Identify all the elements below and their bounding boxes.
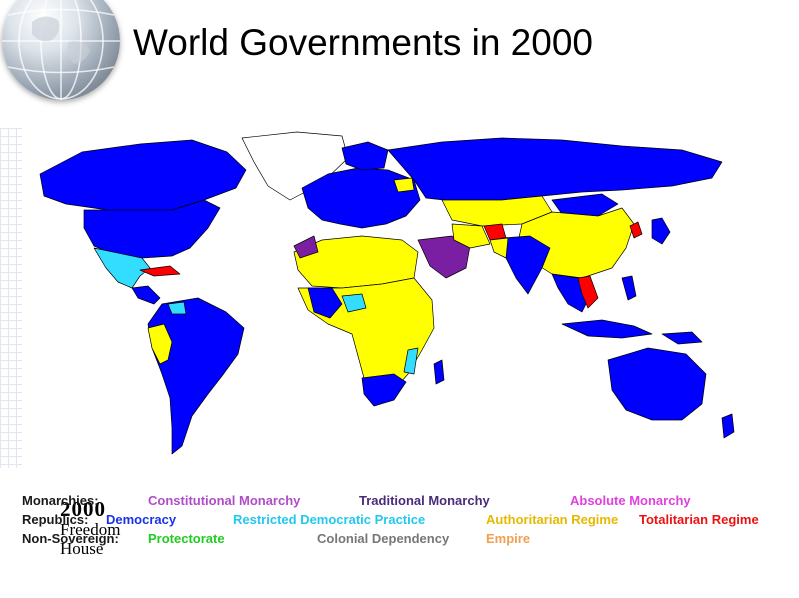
legend-item: Traditional Monarchy (359, 493, 490, 508)
pakistan (489, 237, 509, 259)
iran (451, 223, 491, 249)
mexico (93, 247, 151, 289)
slide-title: World Governments in 2000 (133, 22, 593, 63)
new-zealand (721, 413, 735, 439)
madagascar (433, 359, 445, 385)
legend-item: Protectorate (148, 531, 225, 546)
decorative-grid (0, 128, 22, 468)
legend-item: Constitutional Monarchy (148, 493, 301, 508)
caption-source-line1: Freedom (60, 520, 121, 539)
australia (607, 347, 707, 421)
venezuela (167, 301, 187, 315)
belarus (393, 177, 415, 193)
philippines (621, 275, 637, 301)
nigeria (341, 293, 367, 313)
india (501, 235, 551, 295)
caption-year: 2000 (60, 497, 106, 521)
russia (387, 137, 723, 203)
legend-item: Empire (486, 531, 531, 546)
legend-category: Non-Sovereign: (22, 531, 119, 546)
papua-new-guinea (661, 331, 703, 345)
legend-item: Absolute Monarchy (570, 493, 691, 508)
legend-row-republics: Republics: Democracy Restricted Democrat… (22, 512, 782, 530)
map-legend: Monarchies: Constitutional Monarchy Trad… (22, 493, 782, 553)
legend-item: Totalitarian Regime (639, 512, 759, 527)
south-africa (361, 373, 407, 407)
caption-source-line2: House (60, 539, 104, 558)
legend-category: Monarchies: (22, 493, 99, 508)
north-america-north (39, 139, 247, 215)
globe-logo (2, 0, 120, 100)
legend-item: Colonial Dependency (317, 531, 450, 546)
scandinavia (341, 141, 389, 171)
cuba (139, 265, 181, 277)
legend-item: Restricted Democratic Practice (233, 512, 426, 527)
north-korea (629, 221, 643, 239)
legend-row-non-sovereign: Non-Sovereign: Protectorate Colonial Dep… (22, 531, 782, 549)
west-africa (307, 287, 343, 319)
map-caption: 2000 Freedom House (60, 498, 120, 558)
vietnam (577, 275, 599, 309)
peru (147, 323, 173, 365)
japan (651, 217, 671, 245)
usa (83, 199, 221, 259)
legend-item: Democracy (106, 512, 177, 527)
legend-category: Republics: (22, 512, 89, 527)
legend-item: Authoritarian Regime (486, 512, 619, 527)
mozambique (403, 347, 419, 375)
indonesia (561, 319, 653, 339)
world-map: 2000 Freedom House (22, 128, 770, 558)
morocco (293, 235, 319, 259)
middle-east (417, 235, 471, 279)
central-america (131, 285, 161, 305)
mongolia (551, 193, 619, 217)
south-america (147, 297, 245, 455)
legend-row-monarchies: Monarchies: Constitutional Monarchy Trad… (22, 493, 782, 511)
